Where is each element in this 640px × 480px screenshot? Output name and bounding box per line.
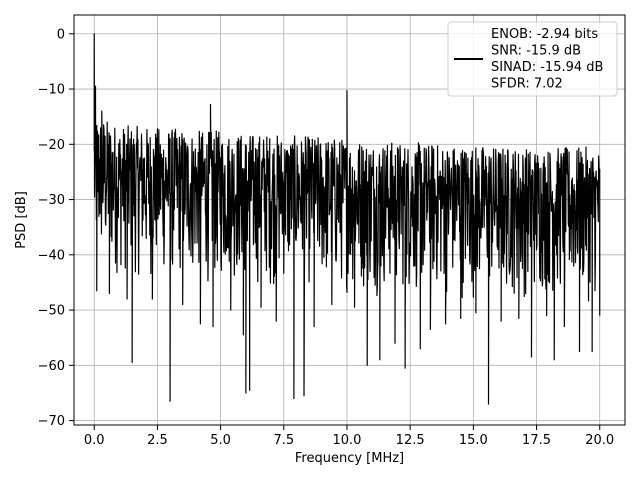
y-tick-label: −50	[38, 304, 65, 319]
y-tick-label: −60	[38, 359, 65, 374]
x-tick-label: 2.5	[147, 433, 168, 448]
legend-text-line: SFDR: 7.02	[491, 77, 563, 92]
x-axis-label: Frequency [MHz]	[295, 451, 404, 466]
legend-text-line: SINAD: -15.94 dB	[491, 60, 603, 75]
y-tick-label: −30	[38, 193, 65, 208]
x-tick-label: 12.5	[396, 433, 425, 448]
y-tick-label: −40	[38, 248, 65, 263]
series-psd	[93, 33, 601, 405]
x-tick-label: 7.5	[273, 433, 294, 448]
legend-entry-label: ENOB: -2.94 bits SNR: -15.9 dB SINAD: -15.…	[491, 27, 603, 92]
y-axis-label: PSD [dB]	[14, 191, 29, 249]
legend: ENOB: -2.94 bits SNR: -15.9 dB SINAD: -15.…	[447, 21, 618, 97]
legend-text-line: ENOB: -2.94 bits	[491, 27, 598, 42]
x-tick-label: 10.0	[332, 433, 361, 448]
legend-text-line: SNR: -15.9 dB	[491, 44, 581, 59]
axis-ticks: 0.0 2.5 5.0 7.5 10.0 12.5 15.0 17.5 20.0 0 −10 −20 −…	[38, 27, 615, 448]
x-tick-label: 0.0	[84, 433, 105, 448]
x-tick-label: 20.0	[585, 433, 614, 448]
y-tick-label: 0	[57, 27, 65, 42]
psd-trace-line	[93, 33, 601, 405]
plot-area-frame	[73, 14, 626, 426]
y-tick-label: −20	[38, 138, 65, 153]
x-tick-label: 15.0	[459, 433, 488, 448]
x-tick-label: 5.0	[210, 433, 231, 448]
legend-box	[447, 21, 618, 97]
y-tick-label: −10	[38, 83, 65, 98]
y-tick-label: −70	[38, 414, 65, 429]
x-tick-label: 17.5	[522, 433, 551, 448]
